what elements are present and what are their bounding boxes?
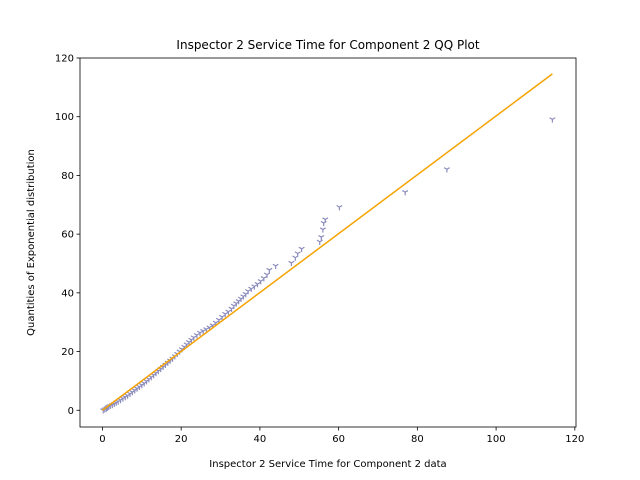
data-point xyxy=(251,284,258,290)
data-point xyxy=(257,278,264,285)
data-point xyxy=(222,311,229,318)
data-point xyxy=(245,288,252,295)
y-tick-label: 100 xyxy=(55,112,74,123)
data-point xyxy=(443,167,450,173)
data-point xyxy=(196,330,204,336)
y-tick-label: 0 xyxy=(68,406,74,417)
data-point xyxy=(549,117,556,123)
data-point xyxy=(316,239,323,245)
y-tick-label: 80 xyxy=(61,171,74,182)
y-axis-title: Quantities of Exponential distribution xyxy=(26,149,37,336)
plot-frame xyxy=(79,57,577,428)
data-point xyxy=(193,332,200,339)
x-tick-label: 20 xyxy=(175,434,188,445)
data-point xyxy=(322,217,329,223)
y-tick-label: 120 xyxy=(55,54,74,65)
data-point xyxy=(190,335,197,341)
chart-title: Inspector 2 Service Time for Component 2… xyxy=(176,38,479,52)
y-tick-label: 20 xyxy=(61,347,74,358)
data-point xyxy=(319,227,326,233)
y-tick-label: 60 xyxy=(61,230,74,241)
data-point xyxy=(254,281,261,288)
data-point xyxy=(292,255,299,261)
x-tick-label: 0 xyxy=(99,434,105,445)
data-point xyxy=(219,314,226,321)
data-point xyxy=(225,309,232,315)
fit-line-layer xyxy=(101,73,553,411)
data-point xyxy=(200,328,207,335)
data-point xyxy=(260,276,267,282)
data-point xyxy=(318,234,325,241)
x-tick-label: 100 xyxy=(487,434,506,445)
data-point xyxy=(298,246,305,253)
x-tick-label: 80 xyxy=(411,434,424,445)
x-axis: 0 20 40 60 80 100 120 xyxy=(99,427,584,445)
fit-line xyxy=(101,73,553,411)
data-point xyxy=(402,190,409,196)
x-tick-label: 40 xyxy=(254,434,267,445)
data-point xyxy=(272,263,279,270)
data-point xyxy=(248,286,255,292)
data-point xyxy=(266,267,273,274)
data-point xyxy=(263,272,271,278)
y-axis: 0 20 40 60 80 100 120 xyxy=(55,54,80,417)
x-axis-title: Inspector 2 Service Time for Component 2… xyxy=(209,459,446,470)
data-point xyxy=(294,251,301,257)
x-tick-label: 120 xyxy=(565,434,584,445)
data-point xyxy=(288,260,295,267)
y-tick-label: 40 xyxy=(61,288,74,299)
data-point xyxy=(336,205,343,211)
scatter-points xyxy=(100,117,556,414)
x-tick-label: 60 xyxy=(332,434,345,445)
